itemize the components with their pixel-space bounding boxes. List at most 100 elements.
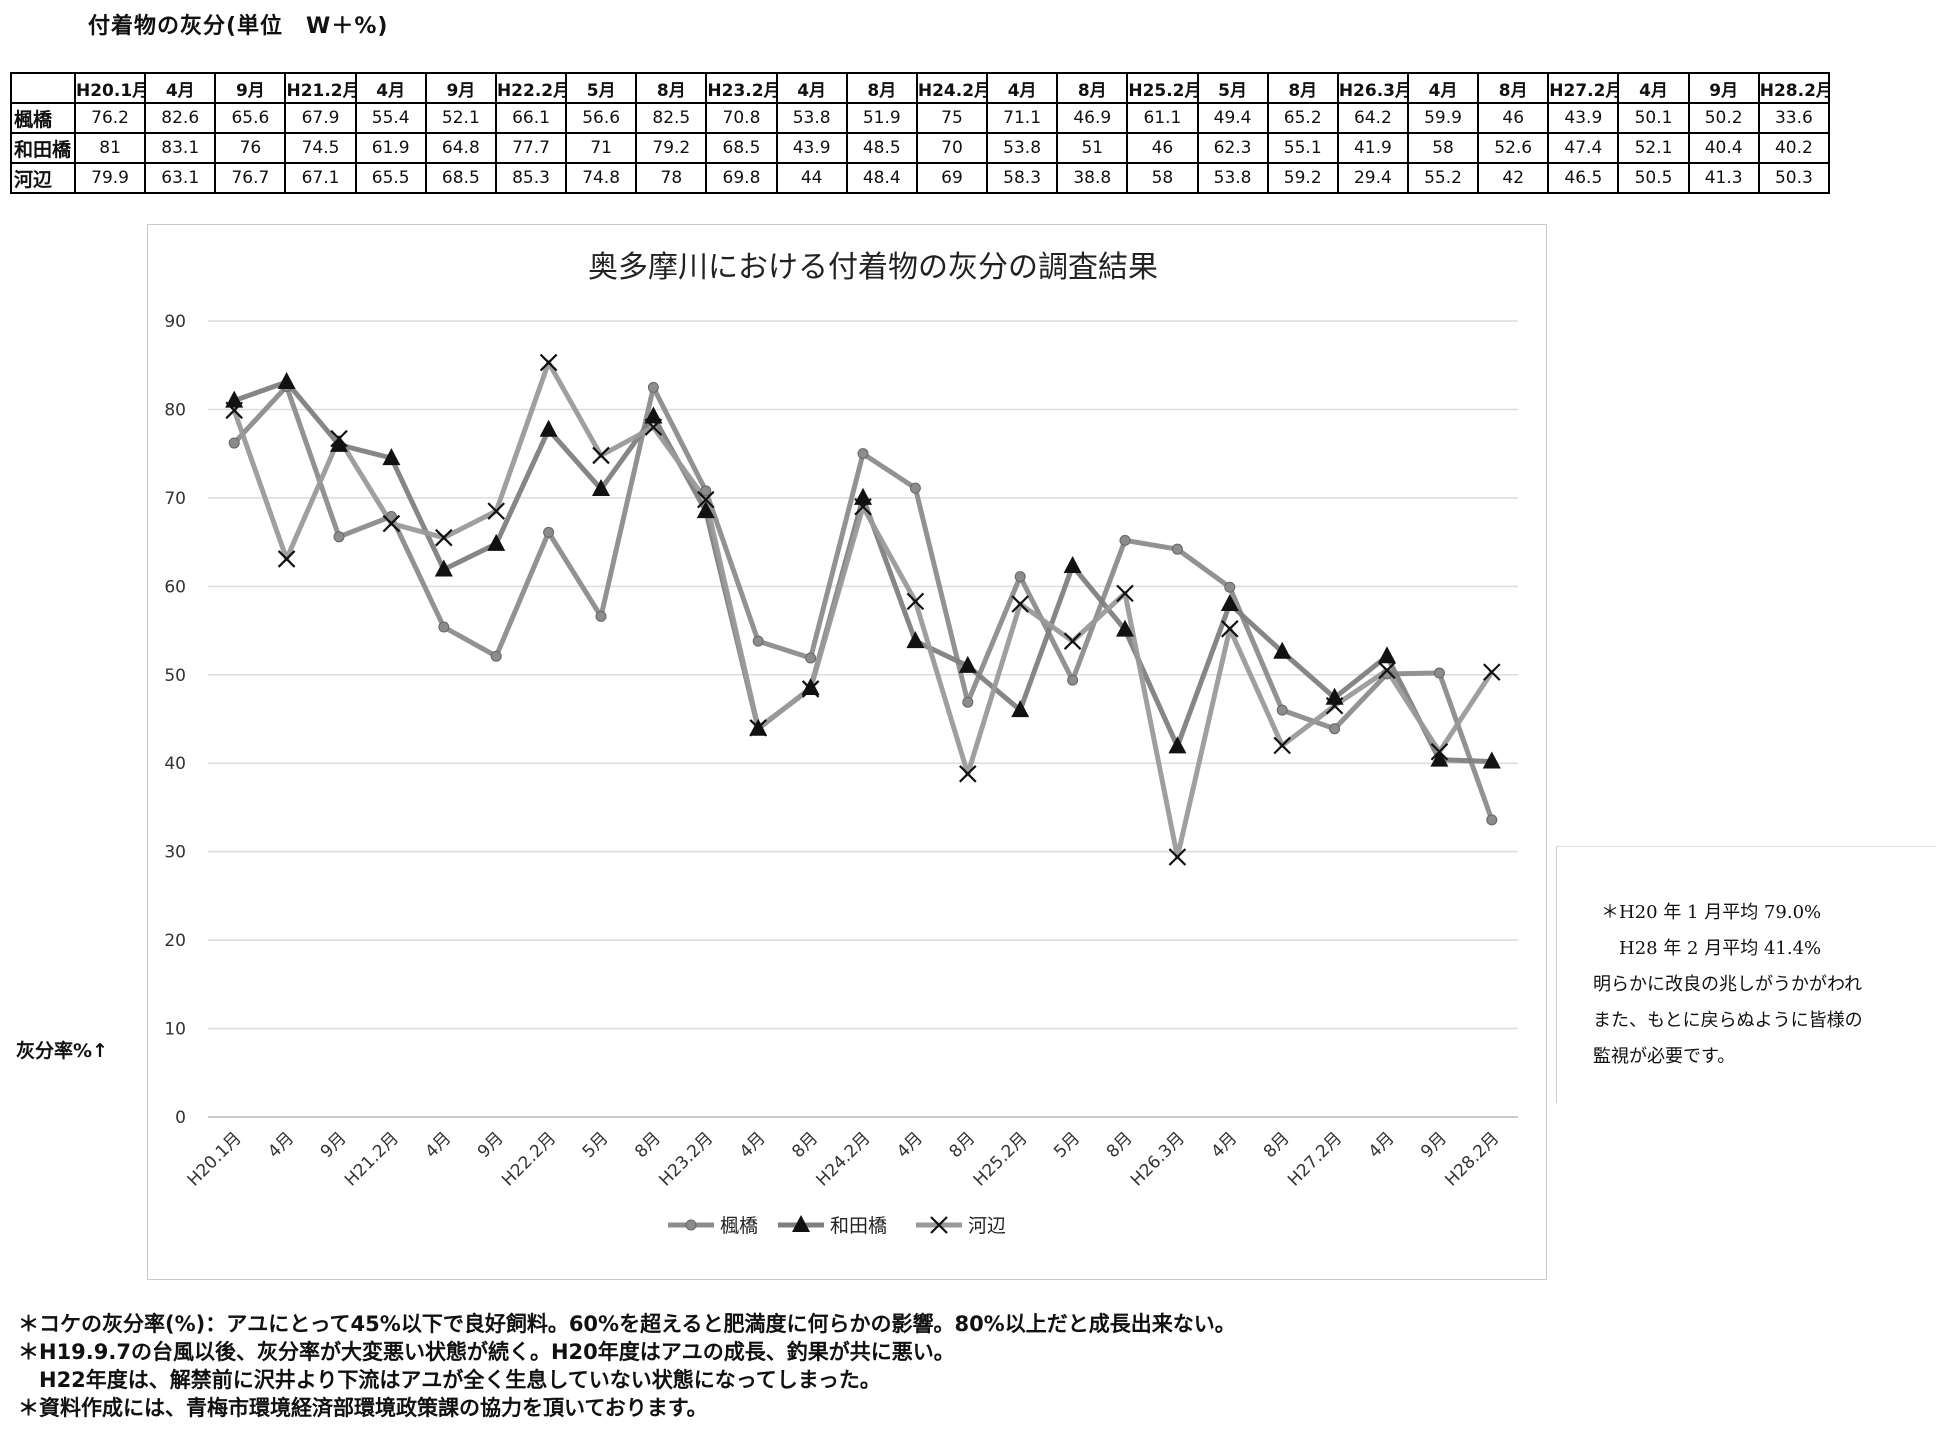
data-table: H20.1月 4月 9月 H21.2月 4月 9月 H22.2月 5月 8月 H23.2月 4月 8月… (10, 72, 1831, 194)
data-point-triangle (277, 372, 296, 390)
data-point-x (697, 490, 715, 509)
legend-label: 河辺 (968, 1215, 1006, 1237)
data-point-triangle (1482, 751, 1501, 769)
table-cell: 40.4 (1687, 132, 1760, 164)
table-row-label: 和田橋 (10, 132, 76, 164)
table-cell: 41.9 (1336, 132, 1409, 164)
data-point-circle (805, 652, 817, 664)
data-point-x (1116, 584, 1134, 603)
x-tick-label: H25.2月 (970, 1128, 1032, 1190)
line-chart: 奥多摩川における付着物の灰分の調査結果 0 10 20 30 40 50 60 70 80 90 H2… (164, 250, 1518, 1237)
table-cell: 58.3 (986, 162, 1059, 194)
table-cell: 67.9 (284, 102, 357, 134)
table-cell: 71.1 (986, 102, 1059, 134)
table-cell: 61.9 (354, 132, 427, 164)
table-cell: 52.6 (1477, 132, 1550, 164)
table-cell: 48.4 (845, 162, 918, 194)
data-point-triangle (1168, 736, 1187, 754)
table-header-cell: 8月 (635, 72, 708, 104)
table-cell: 43.9 (1547, 102, 1620, 134)
table-cell: 46 (1477, 102, 1550, 134)
table-cell: 58 (1406, 132, 1480, 164)
data-point-x (644, 418, 663, 436)
x-tick-label: 4月 (422, 1128, 456, 1162)
table-row: 楓橋 76.2 82.6 65.6 67.9 55.4 52.1 66.1 56.6 82.5 70… (10, 102, 1831, 134)
x-tick-label: H28.2月 (1441, 1128, 1503, 1190)
x-tick-label: 9月 (1417, 1128, 1451, 1162)
note-line: 明らかに改良の兆しがうかがわれ (1593, 974, 1863, 995)
table-header-cell: H25.2月 (1126, 72, 1199, 104)
page-title: 付着物の灰分(単位 W＋%) (88, 14, 389, 39)
data-point-x (1168, 848, 1187, 866)
x-tick-label: H24.2月 (813, 1128, 875, 1190)
y-tick-label: 80 (164, 400, 186, 420)
chart-title: 奥多摩川における付着物の灰分の調査結果 (588, 250, 1158, 285)
note-line: ＊H20 年 1 月平均 79.0% (1601, 902, 1822, 923)
table-cell: 64.8 (424, 132, 497, 164)
data-point-x (854, 497, 872, 516)
table-cell: 63.1 (144, 162, 217, 194)
y-tick-label: 90 (164, 312, 186, 332)
table-cell: 59.9 (1406, 102, 1480, 134)
data-point-triangle (382, 448, 401, 466)
legend-marker (930, 1216, 948, 1234)
table-cell: 46.9 (1056, 102, 1129, 134)
table-cell: 46 (1126, 132, 1199, 164)
table-cell: 65.2 (1266, 102, 1339, 134)
table-row: 和田橋 81 83.1 76 74.5 61.9 64.8 77.7 71 79.2 68.5 43.… (10, 132, 1831, 164)
x-tick-label: H27.2月 (1284, 1128, 1346, 1190)
table-header-cell: 4月 (144, 72, 217, 104)
data-point-circle (228, 437, 240, 449)
y-tick-label: 40 (164, 754, 186, 774)
data-point-triangle (696, 501, 715, 519)
data-point-triangle (854, 487, 872, 505)
table-cell: 68.5 (705, 132, 778, 164)
table-header-row: H20.1月 4月 9月 H21.2月 4月 9月 H22.2月 5月 8月 H23.2月 4月 8月… (10, 72, 1831, 104)
data-point-triangle (1378, 646, 1396, 664)
data-point-circle (385, 510, 397, 522)
data-point-circle (1171, 543, 1183, 555)
table-cell: 53.8 (986, 132, 1059, 164)
table-cell: 33.6 (1757, 102, 1831, 134)
table-cell: 56.6 (565, 102, 638, 134)
data-point-circle (700, 485, 712, 497)
data-point-triangle (592, 479, 610, 497)
table-header-cell: 9月 (1687, 72, 1760, 104)
table-cell: 70.8 (705, 102, 778, 134)
x-tick-label: 9月 (474, 1128, 508, 1162)
table-cell: 83.1 (144, 132, 217, 164)
data-point-circle (438, 621, 450, 633)
data-point-triangle (434, 559, 453, 577)
table-cell: 70 (915, 132, 989, 164)
table-cell: 59.2 (1266, 162, 1339, 194)
y-tick-label: 70 (164, 489, 186, 509)
legend-label: 楓橋 (720, 1215, 758, 1237)
data-point-x (1325, 696, 1344, 715)
data-point-circle (595, 610, 607, 622)
table-cell: 42 (1477, 162, 1550, 194)
x-tick-label: 4月 (736, 1128, 770, 1162)
table-cell: 51 (1056, 132, 1129, 164)
data-point-x (1483, 663, 1501, 681)
data-point-triangle (1011, 700, 1030, 718)
x-tick-label: H21.2月 (341, 1128, 403, 1190)
table-cell: 50.2 (1687, 102, 1760, 134)
table-cell: 47.4 (1547, 132, 1620, 164)
data-point-x (749, 719, 767, 737)
x-tick-label: H22.2月 (498, 1128, 560, 1190)
data-point-x (435, 528, 453, 547)
note-line: また、もとに戻らぬように皆様の (1593, 1010, 1863, 1031)
table-header-cell: 8月 (1477, 72, 1550, 104)
table-header-cell: H24.2月 (915, 72, 989, 104)
data-point-triangle (330, 434, 348, 452)
table-header-cell: 4月 (1617, 72, 1690, 104)
data-point-triangle (1273, 641, 1292, 659)
data-point-triangle (801, 678, 820, 696)
data-point-triangle (539, 419, 558, 437)
table-cell: 50.1 (1617, 102, 1690, 134)
table-cell: 79.2 (635, 132, 708, 164)
table-cell: 78 (635, 162, 708, 194)
y-tick-label: 60 (164, 577, 186, 597)
table-header-cell: H26.3月 (1336, 72, 1409, 104)
y-tick-label: 30 (164, 843, 186, 863)
